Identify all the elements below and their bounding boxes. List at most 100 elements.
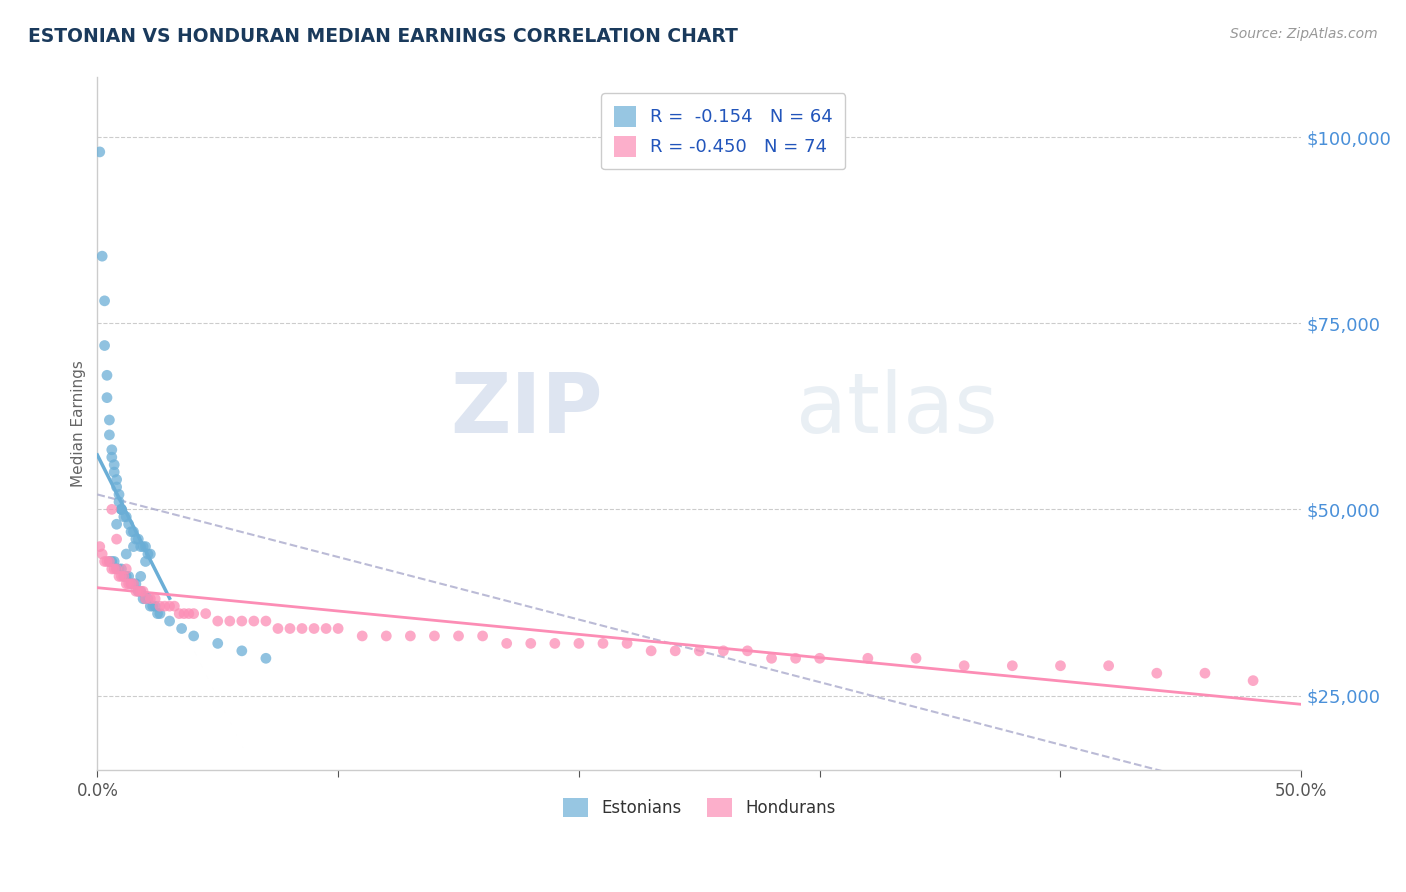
Point — [96, 368, 118, 383]
Point — [129, 540, 152, 554]
Point — [592, 636, 614, 650]
Point — [93, 554, 115, 568]
Point — [149, 607, 172, 621]
Point — [177, 607, 200, 621]
Point — [1241, 673, 1264, 688]
Point — [118, 517, 141, 532]
Point — [115, 547, 138, 561]
Point — [115, 577, 138, 591]
Point — [127, 532, 149, 546]
Point — [167, 607, 190, 621]
Point — [112, 569, 135, 583]
Point — [905, 651, 928, 665]
Point — [136, 591, 159, 606]
Point — [447, 629, 470, 643]
Point — [143, 599, 166, 614]
Point — [315, 622, 337, 636]
Point — [254, 651, 277, 665]
Point — [129, 584, 152, 599]
Point — [1194, 666, 1216, 681]
Point — [101, 502, 124, 516]
Point — [1098, 658, 1121, 673]
Point — [953, 658, 976, 673]
Point — [267, 622, 290, 636]
Text: ESTONIAN VS HONDURAN MEDIAN EARNINGS CORRELATION CHART: ESTONIAN VS HONDURAN MEDIAN EARNINGS COR… — [28, 27, 738, 45]
Point — [352, 629, 374, 643]
Point — [91, 547, 114, 561]
Point — [112, 569, 135, 583]
Point — [110, 569, 132, 583]
Point — [112, 509, 135, 524]
Point — [108, 562, 131, 576]
Point — [134, 540, 156, 554]
Point — [91, 249, 114, 263]
Text: ZIP: ZIP — [450, 369, 603, 450]
Point — [115, 509, 138, 524]
Point — [118, 569, 141, 583]
Point — [132, 591, 155, 606]
Point — [231, 614, 253, 628]
Point — [231, 644, 253, 658]
Point — [143, 591, 166, 606]
Point — [98, 428, 121, 442]
Point — [108, 495, 131, 509]
Point — [127, 584, 149, 599]
Point — [471, 629, 494, 643]
Point — [134, 591, 156, 606]
Point — [856, 651, 879, 665]
Point — [120, 524, 142, 539]
Point — [127, 584, 149, 599]
Point — [105, 532, 128, 546]
Point — [1049, 658, 1071, 673]
Point — [108, 487, 131, 501]
Point — [183, 629, 205, 643]
Point — [163, 599, 186, 614]
Point — [134, 591, 156, 606]
Point — [110, 562, 132, 576]
Point — [146, 607, 169, 621]
Point — [664, 644, 686, 658]
Point — [139, 547, 162, 561]
Point — [105, 473, 128, 487]
Text: Source: ZipAtlas.com: Source: ZipAtlas.com — [1230, 27, 1378, 41]
Point — [98, 554, 121, 568]
Point — [105, 517, 128, 532]
Point — [149, 599, 172, 614]
Point — [1001, 658, 1024, 673]
Point — [544, 636, 567, 650]
Point — [173, 607, 195, 621]
Point — [110, 502, 132, 516]
Point — [122, 577, 145, 591]
Point — [101, 442, 124, 457]
Point — [207, 614, 229, 628]
Point — [243, 614, 266, 628]
Point — [278, 622, 301, 636]
Point — [568, 636, 591, 650]
Point — [132, 584, 155, 599]
Point — [122, 524, 145, 539]
Point — [98, 554, 121, 568]
Text: atlas: atlas — [796, 369, 997, 450]
Point — [519, 636, 541, 650]
Point — [96, 554, 118, 568]
Point — [105, 562, 128, 576]
Point — [139, 599, 162, 614]
Point — [254, 614, 277, 628]
Point — [495, 636, 517, 650]
Point — [139, 591, 162, 606]
Point — [101, 562, 124, 576]
Point — [98, 413, 121, 427]
Y-axis label: Median Earnings: Median Earnings — [72, 360, 86, 487]
Point — [108, 569, 131, 583]
Point — [194, 607, 217, 621]
Point — [761, 651, 783, 665]
Point — [115, 562, 138, 576]
Point — [218, 614, 240, 628]
Point — [129, 569, 152, 583]
Point — [132, 540, 155, 554]
Point — [122, 540, 145, 554]
Point — [808, 651, 831, 665]
Point — [89, 540, 111, 554]
Point — [122, 577, 145, 591]
Point — [103, 458, 125, 472]
